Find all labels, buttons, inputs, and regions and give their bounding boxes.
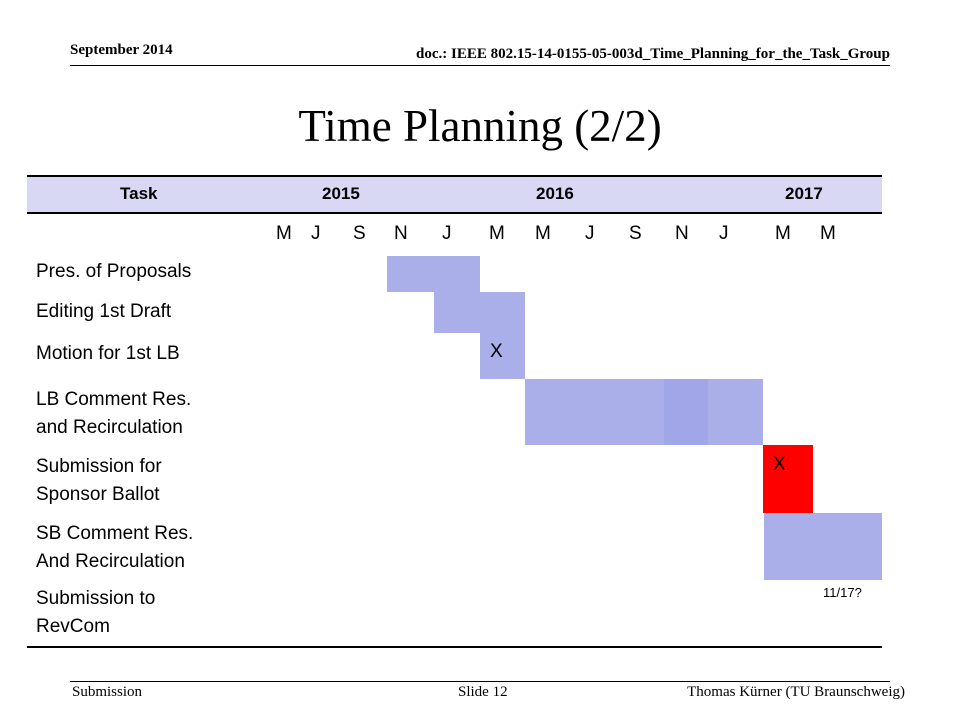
- table-top-rule: [27, 175, 882, 177]
- time-planning-table: Task 2015 2016 2017 M J S N J M M J S N …: [27, 175, 882, 648]
- milestone-mark-lb: X: [490, 341, 503, 362]
- footer-divider: [70, 681, 890, 682]
- revcom-date-note: 11/17?: [823, 585, 862, 600]
- month-label: M: [775, 223, 791, 244]
- header-date: September 2014: [70, 42, 173, 58]
- task-label-line2: Sponsor Ballot: [36, 484, 160, 505]
- footer-submission: Submission: [72, 684, 143, 700]
- task-label-line2: RevCom: [36, 616, 110, 637]
- month-label: M: [276, 223, 292, 244]
- month-label: N: [394, 223, 408, 244]
- header-divider: [70, 65, 890, 66]
- task-label: Editing 1st Draft: [36, 301, 172, 322]
- header-year-2016: 2016: [536, 184, 574, 203]
- gantt-bar-motion: [480, 333, 525, 379]
- gantt-bar-draft: [434, 292, 525, 333]
- header-year-2017: 2017: [785, 184, 823, 203]
- task-label: Submission for: [36, 456, 162, 477]
- gantt-bar-proposals: [387, 256, 480, 292]
- table-bottom-rule: [27, 646, 882, 648]
- month-label: S: [353, 223, 366, 244]
- gantt-bar-sb-comment: [764, 513, 882, 580]
- gantt-bar-lb-comment: [525, 379, 763, 445]
- task-label: LB Comment Res.: [36, 389, 192, 410]
- month-label: N: [675, 223, 689, 244]
- month-label: J: [585, 223, 595, 244]
- task-label: Submission to: [36, 588, 156, 609]
- milestone-mark-sponsor-ballot: X: [773, 454, 786, 475]
- task-label: Pres. of Proposals: [36, 261, 192, 282]
- task-label: SB Comment Res.: [36, 523, 194, 544]
- month-label: J: [719, 223, 729, 244]
- task-label-line2: And Recirculation: [36, 551, 185, 572]
- header-year-2015: 2015: [322, 184, 360, 203]
- task-label: Motion for 1st LB: [36, 343, 180, 364]
- month-label: M: [489, 223, 505, 244]
- table-header-rule: [27, 212, 882, 214]
- footer-author: Thomas Kürner (TU Braunschweig): [687, 684, 905, 700]
- table-header-band: [27, 175, 882, 212]
- task-label-line2: and Recirculation: [36, 417, 183, 438]
- month-label: J: [311, 223, 321, 244]
- header-document-id: doc.: IEEE 802.15-14-0155-05-003d_Time_P…: [416, 46, 890, 62]
- slide-title: Time Planning (2/2): [298, 101, 662, 151]
- header-task: Task: [120, 184, 158, 203]
- month-label: M: [535, 223, 551, 244]
- month-label: J: [442, 223, 452, 244]
- footer-slide-number: Slide 12: [458, 684, 508, 700]
- gantt-bar-lb-comment-segment: [664, 379, 708, 445]
- gantt-bar-sponsor-ballot: [763, 445, 813, 513]
- month-label: M: [820, 223, 836, 244]
- month-label: S: [629, 223, 642, 244]
